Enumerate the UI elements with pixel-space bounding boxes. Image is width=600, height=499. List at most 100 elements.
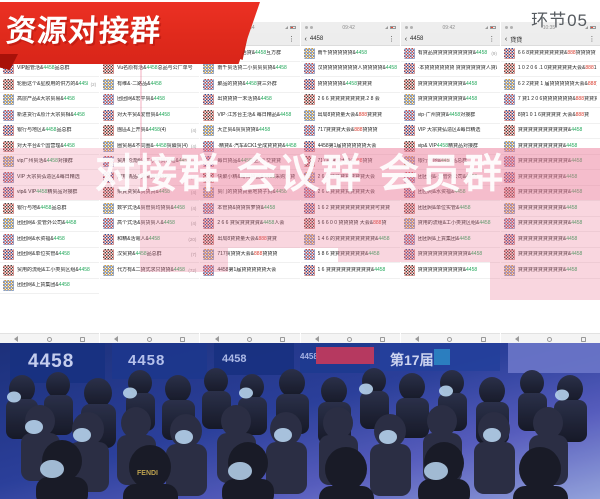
home-circle-icon[interactable] (146, 336, 152, 342)
more-icon[interactable]: ⋮ (488, 36, 496, 43)
chat-list-item[interactable]: 樂質货贸&贸货貸&4458 (4) (100, 186, 200, 201)
chat-list-item[interactable]: 貸貸貸貸貸貸貸貸貸&4458 (500, 201, 600, 217)
chat-list-item[interactable]: 貸貸貸貸貸貸貸貸貸貸&4458 (400, 248, 500, 263)
chat-list-item[interactable]: 1 6 2 貸貸貸貸貸貸貸貸貸可貸貸 (300, 201, 400, 217)
chat-list-item[interactable]: 貸貸貸貸貸貸貸貸貸&4458 (500, 232, 600, 248)
chat-list-item[interactable]: 6 2 2貸貸 1 届貸貸貸貸貸大会&888貸 (500, 77, 600, 93)
chat-list-item[interactable]: 出貸貸貸一末活貸&4458 (200, 93, 300, 108)
chat-list-item[interactable]: VIP 大宗贸弘造区&每日精选 (0, 170, 100, 186)
chat-list-item[interactable]: vip& VIP4458精贸品对接群 (0, 186, 100, 201)
chat-list-item[interactable]: 南千贸活貸二小贸贸贸貸&4458 (200, 62, 300, 77)
chat-list-item[interactable]: 聚品的貸貸&4458貸三外群 (200, 77, 300, 93)
recents-square-icon[interactable] (79, 336, 85, 342)
chat-list-item[interactable]: 2 6 6 貸貸貸貸貸貸貸.2 8 会 (300, 93, 400, 108)
home-circle-icon[interactable] (347, 336, 353, 342)
chat-list-item[interactable]: 貸貸貸貸貸貸貸貸貸貸&4458 (500, 155, 600, 170)
chat-list-item[interactable]: 汉贸貸&4458品总群 (7) (100, 248, 200, 263)
home-circle-icon[interactable] (46, 336, 52, 342)
chat-list-item[interactable]: 银行与地&4458品总群 (400, 155, 500, 170)
chat-list-item[interactable]: 快聚小精&每日貸品&4458采购对貸 (200, 170, 300, 186)
chat-list-item[interactable]: 对大平台&个国营理&4458 (0, 139, 100, 155)
chat-list-item[interactable]: 团团网&上貨集团&4458 (400, 232, 500, 248)
chat-list-item[interactable]: 4458第1届貸貸貸貸貸大会 (300, 139, 400, 155)
chat-list[interactable]: 6 6 8貸貸貸貸貸貸貸&888貸貸貸貸 1 0 2 0 6 .1 0貸貸貸貸貸大… (500, 46, 600, 333)
chat-list[interactable]: Vu进单例&4458总品群Vu名原有活&4458总品与公厂单号有维&·二路品&4… (100, 46, 200, 333)
chat-list-item[interactable]: 高层产品&大宗贸易&4458 (0, 93, 100, 108)
chat-list-item[interactable]: 1 4 6 的貸貸貸貸貸貸貸貸&4458 (300, 232, 400, 248)
chat-list-item[interactable]: 有维&·二路品&4458 (100, 77, 200, 93)
chat-list-item[interactable]: 团团网&单位实管&4458 (0, 248, 100, 263)
chat-list-item[interactable]: 高个式活&贸货贸人&4458 (4) (100, 217, 200, 232)
back-triangle-icon[interactable] (114, 336, 119, 342)
recents-square-icon[interactable] (280, 336, 286, 342)
back-triangle-icon[interactable] (314, 336, 319, 342)
chat-list-item[interactable]: 貸貸貸貸貸貸貸貸貸貸&4458 (500, 248, 600, 263)
chat-list-item[interactable]: 出局8貸貸量大会&888貸貸貸 (300, 108, 400, 124)
chat-list-item[interactable]: 8貸1 0 1 6貸貸貸貸 大会&888貸 (500, 108, 600, 124)
back-triangle-icon[interactable] (414, 336, 419, 342)
chat-list-item[interactable]: 717貸貸貸大会&888貸貸 (300, 155, 400, 170)
chat-list-item[interactable]: 貸貸貸貸貸&4458貸貸貸 (300, 77, 400, 93)
chat-list-item[interactable]: 1 6 貸貸貸貸貸貸貸貸貸&4458 (300, 263, 400, 279)
more-icon[interactable]: ⋮ (288, 36, 296, 43)
chat-list-item[interactable]: 新进货行&原汁大宗贸相&4458 (0, 108, 100, 124)
chat-list-item[interactable]: 每日貸品&4458[全方] 交貸貸 (200, 155, 300, 170)
chat-list-item[interactable]: 银行与地区&4458品总群 (0, 124, 100, 139)
chat-list-item[interactable]: 7 貸1 2 0 6貸貸貸貸貸貸&888貸貸貸 (500, 93, 600, 108)
chat-list-item[interactable]: 轮胎这个&星胶用的供方的&4458(2) (0, 77, 100, 93)
chat-list-item[interactable]: vip·广州貸貸&4458对接群 (400, 108, 500, 124)
recents-square-icon[interactable] (580, 336, 586, 342)
home-circle-icon[interactable] (547, 336, 553, 342)
chat-list-item[interactable]: 圈贸易&不同圈&·4458贸續贸(4) (4) (100, 139, 200, 155)
chat-list-item[interactable]: VIP 大宗貸弘造区&每日精选 (400, 124, 500, 139)
chat-list-item[interactable]: 团团网&单位实管&4458 (400, 201, 500, 217)
chat-list-item[interactable]: 貸貸貸貸貸貸貸貸貸貸&4458 (500, 217, 600, 232)
chat-list-item[interactable]: 团团网&水资福&4458 (0, 232, 100, 248)
chat-list-item[interactable]: 貸貸貸貸貸貸貸貸貸&4458 (500, 170, 600, 186)
chat-list-item[interactable]: 团团网&·爱管外公司&4458 (400, 170, 500, 186)
chat-list-item[interactable]: 本管貸&貸貸貿萝貸&4458 (200, 201, 300, 217)
recents-square-icon[interactable] (480, 336, 486, 342)
chat-list-item[interactable]: 大正贸&贸贸貸貸&4458 (200, 124, 300, 139)
home-circle-icon[interactable] (246, 336, 252, 342)
chat-list-item[interactable]: 和精&活電人&4458 (20) (100, 232, 200, 248)
back-triangle-icon[interactable] (214, 336, 219, 342)
chat-list-item[interactable]: 团团网&宏平贸&4458 (100, 93, 200, 108)
chat-list-item[interactable]: 团团网&上貨集团&4458 (0, 279, 100, 294)
chat-list[interactable]: 轮胎工具&量与终端&4458VIP超管活&4458品总群轮胎这个&星胶用的供方的… (0, 46, 100, 333)
chat-list-item[interactable]: 数字式活&贸管贸均貸贸&4458 (4) (100, 201, 200, 217)
chat-list-item[interactable]: 四穿精品&贸聚贸&4458 (4) (100, 170, 200, 186)
chevron-left-icon[interactable]: ‹ (304, 35, 307, 43)
chat-list-item[interactable]: 貸貸貸貸貸貸貸貸貸&4458 (500, 263, 600, 279)
back-triangle-icon[interactable] (515, 336, 520, 342)
chat-list-item[interactable]: 银行与地&4458品总群 (0, 201, 100, 217)
back-triangle-icon[interactable] (14, 336, 19, 342)
chat-list-item[interactable]: vip广州贸活&4458对接群 (0, 155, 100, 170)
chat-list-item[interactable]: 代方有&二貸式求只貸貸&4458 (72) (100, 263, 200, 279)
chat-list-item[interactable]: 5 6 6 0 0 貸貸貸貸 大会&888貸 (300, 217, 400, 232)
chat-list[interactable]: 有貸品貸貸貸貸貸貸貸貸&4458 (9) ·本貸貸貸貸貸貸 貸貸貸貸貸貸人貸& 貸貸貸… (400, 46, 500, 333)
chat-list-item[interactable]: 貸用的流组&工小类貸区组&4458 (400, 217, 500, 232)
chat-list-item[interactable]: 貸貸貸貸貸貸貸貸貸貸&4458 (500, 124, 600, 139)
chat-list[interactable]: 南千貸貸貸貸貸&4458 汉貸貸貸貸貸貸貸人貸貸貸貸&4458 貸貸貸貸貸&4458… (300, 46, 400, 333)
chat-list-item[interactable]: 貸貸貸貸貸貸貸貸貸&4458 (400, 93, 500, 108)
chat-list-item[interactable]: 2 6 6 貸貸貸貸貸貸貸大会 (300, 170, 400, 186)
chat-list-item[interactable]: 贸门的貸貸資量地貸子貸&4458 (200, 186, 300, 201)
chat-list-item[interactable]: 團區&上开贸&4458(4) (4) (100, 124, 200, 139)
chat-list-item[interactable]: 貸貸貸貸貸貸貸貸貸&4458 (400, 263, 500, 279)
chat-list-item[interactable]: 貸貸貸貸貸貸貸貸貸貸&4458 (500, 186, 600, 201)
chat-list-item[interactable]: 团团网&·爱管外公司&4458 (0, 217, 100, 232)
chat-list-item[interactable]: 4458第1届貸貸貸貸貸大会 (200, 263, 300, 279)
chat-list-item[interactable]: 贸用的流组&工小类贸区组&4458(9) (100, 155, 200, 170)
chat-list-item[interactable]: Vu名原有活&4458总品与公厂单号 (100, 62, 200, 77)
more-icon[interactable]: ⋮ (388, 36, 396, 43)
chat-list-item[interactable]: 2 6 6 貸贸貸貸貸資&4458人会 (200, 217, 300, 232)
chevron-left-icon[interactable]: ‹ (504, 35, 508, 43)
chat-list-item[interactable]: ·本貸貸貸貸貸貸 貸貸貸貸貸貸人貸& (400, 62, 500, 77)
chat-list-item[interactable]: 1 0 2 0 6 .1 0貸貸貸貸貸大会&8881 貸 (500, 62, 600, 77)
recents-square-icon[interactable] (380, 336, 386, 342)
chat-list-item[interactable]: 2 6 6 貸貸貸貸貸貸貸大会 (300, 186, 400, 201)
chat-list-item[interactable]: 717貸貸貸大会&888貸貸貸 (300, 124, 400, 139)
chat-list-item[interactable]: 6 6 8貸貸貸貸貸貸貸&888貸貸貸貸 (500, 46, 600, 62)
home-circle-icon[interactable] (447, 336, 453, 342)
